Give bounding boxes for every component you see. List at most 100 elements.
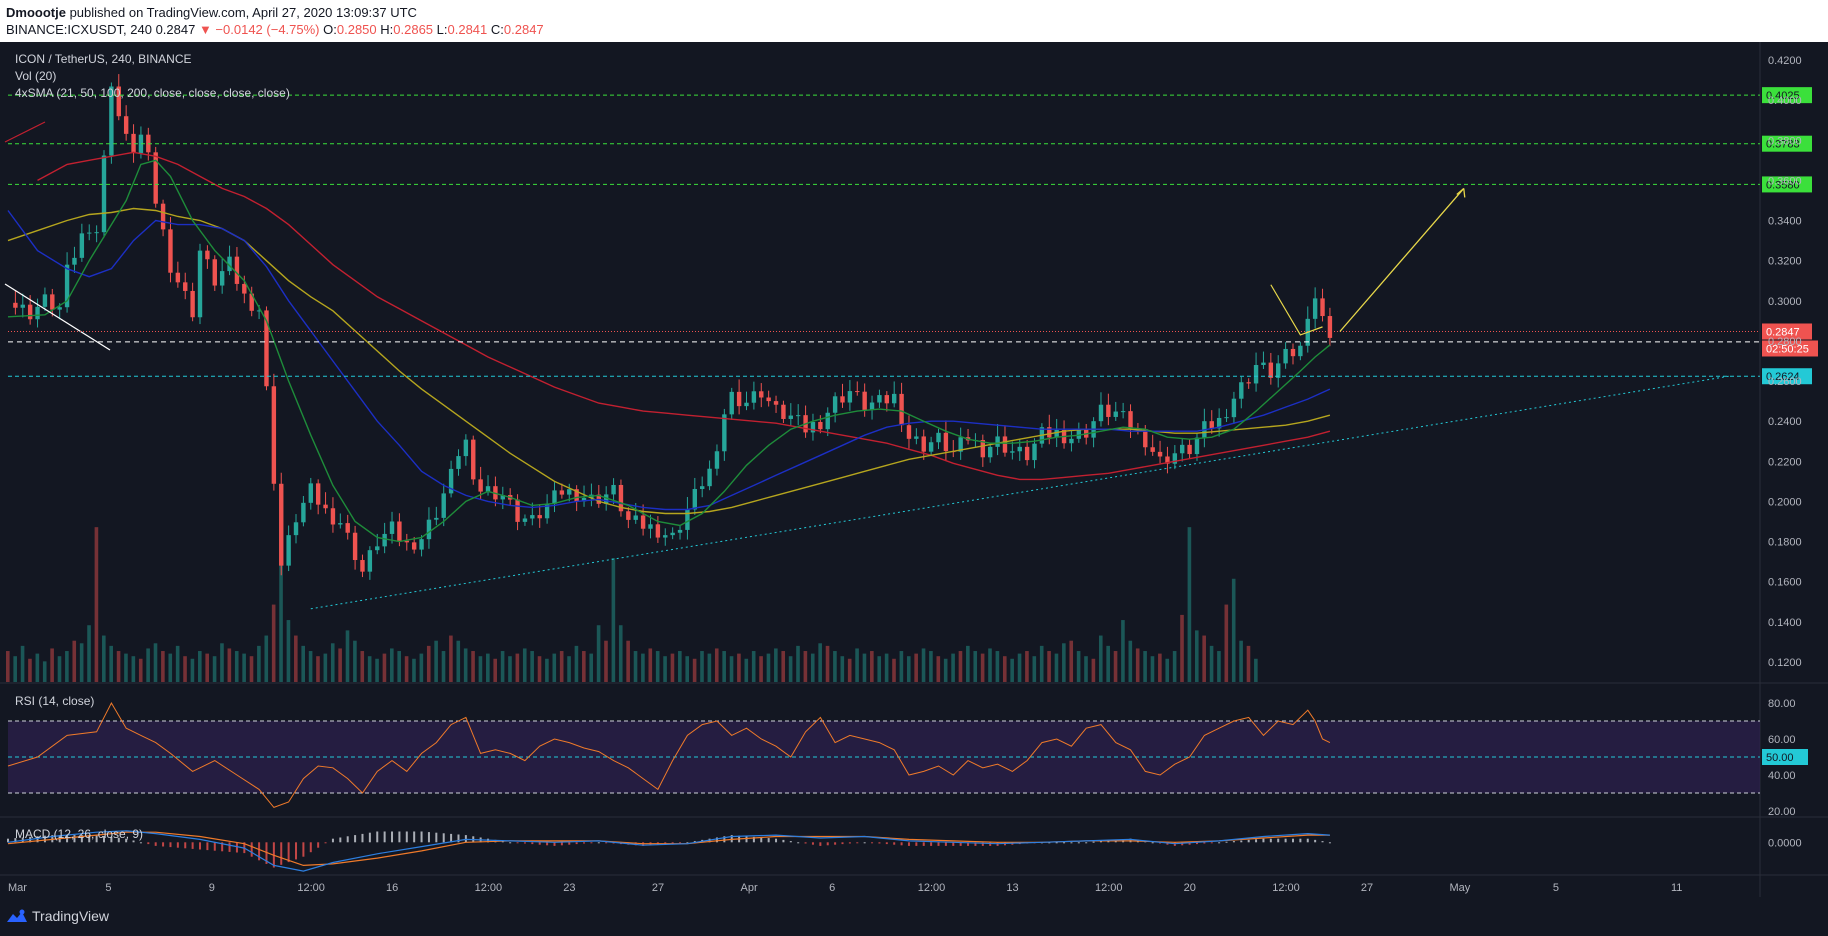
- legend-rsi[interactable]: RSI (14, close): [15, 694, 95, 708]
- publish-line: Dmoootje published on TradingView.com, A…: [6, 5, 417, 20]
- candle-body: [1128, 411, 1133, 429]
- volume-bar: [796, 645, 800, 682]
- open-value: 0.2850: [336, 22, 377, 37]
- candle-body: [160, 203, 166, 230]
- time-tick-label: 6: [829, 882, 835, 894]
- candle-body: [574, 489, 579, 502]
- macd-histogram-bar: [922, 842, 925, 846]
- candle-body: [1180, 444, 1185, 454]
- candle-body: [685, 509, 690, 530]
- symbol-label: BINANCE:ICXUSDT, 240: [6, 22, 152, 37]
- volume-bar: [1017, 653, 1022, 682]
- volume-bar: [567, 656, 571, 682]
- volume-bar: [670, 653, 675, 682]
- candle-body: [478, 479, 483, 492]
- candle-body: [670, 532, 675, 536]
- candle-body: [958, 437, 963, 452]
- macd-histogram-bar: [989, 842, 992, 846]
- candle-body: [515, 499, 520, 522]
- macd-histogram-bar: [368, 832, 371, 843]
- red-trend-segment: [4, 121, 46, 143]
- candle-body: [1194, 437, 1200, 455]
- high-value: 0.2865: [393, 22, 434, 37]
- macd-histogram-bar: [36, 836, 39, 843]
- macd-histogram-bar: [43, 835, 46, 843]
- macd-histogram-bar: [597, 842, 600, 844]
- macd-histogram-bar: [671, 842, 674, 844]
- candle-body: [1047, 427, 1052, 438]
- candle-body: [633, 515, 638, 520]
- volume-bar: [810, 653, 815, 682]
- legend-sma[interactable]: 4xSMA (21, 50, 100, 200, close, close, c…: [15, 86, 290, 100]
- candle-body: [847, 391, 853, 403]
- candle-body: [389, 521, 395, 534]
- legend-volume[interactable]: Vol (20): [15, 69, 57, 83]
- macd-histogram-bar: [915, 842, 918, 846]
- projection-arrow-head: [1456, 187, 1466, 198]
- candle-body: [980, 440, 986, 458]
- volume-bar: [1217, 651, 1221, 682]
- volume-bar: [737, 653, 741, 682]
- candle-body: [441, 493, 446, 518]
- time-tick-label: May: [1449, 882, 1470, 894]
- macd-histogram-bar: [103, 835, 106, 843]
- candle-body: [722, 414, 727, 452]
- volume-bar: [618, 625, 623, 682]
- candle-body: [1253, 364, 1259, 384]
- rsi-tick-label: 40.00: [1768, 770, 1796, 782]
- level-tag-0.4025: [1762, 87, 1812, 104]
- legend-pair[interactable]: ICON / TetherUS, 240, BINANCE: [15, 52, 192, 66]
- volume-bar: [131, 656, 136, 682]
- volume-bar: [966, 645, 970, 682]
- level-tag-text: 0.2624: [1766, 371, 1800, 383]
- volume-bar: [678, 651, 682, 682]
- time-tick-label: Mar: [8, 882, 27, 894]
- level-tag-0.3580: [1762, 176, 1812, 193]
- level-tag-text: 0.3580: [1766, 179, 1800, 191]
- volume-bar: [353, 640, 357, 682]
- candle-body: [648, 524, 653, 529]
- macd-histogram-bar: [221, 842, 224, 852]
- macd-histogram-bar: [767, 838, 770, 843]
- volume-bar: [1231, 578, 1236, 682]
- macd-histogram-bar: [967, 842, 970, 846]
- volume-bar: [1165, 658, 1170, 682]
- time-tick-label: 9: [209, 882, 215, 894]
- macd-histogram-bar: [679, 842, 682, 844]
- volume-bar: [751, 651, 756, 682]
- volume-bar: [840, 656, 845, 682]
- candle-body: [20, 304, 25, 308]
- volume-bar: [508, 656, 512, 682]
- macd-histogram-bar: [88, 835, 91, 843]
- volume-bar: [973, 651, 978, 682]
- time-tick-label: 13: [1006, 882, 1018, 894]
- candle-body: [603, 494, 609, 504]
- macd-histogram-bar: [250, 842, 253, 857]
- volume-bar: [899, 651, 904, 682]
- macd-histogram-bar: [509, 842, 512, 844]
- low-value: 0.2841: [447, 22, 488, 37]
- macd-histogram-bar: [560, 842, 563, 846]
- volume-bar: [685, 656, 690, 682]
- macd-histogram-bar: [1085, 842, 1088, 844]
- volume-bar: [242, 653, 246, 682]
- macd-histogram-bar: [959, 842, 962, 846]
- price-tick-label: 0.3000: [1768, 296, 1802, 308]
- volume-bar: [426, 645, 431, 682]
- macd-histogram-bar: [1225, 841, 1228, 843]
- volume-bar: [1047, 651, 1051, 682]
- macd-histogram-bar: [213, 842, 216, 851]
- brand-label[interactable]: TradingView: [32, 908, 110, 924]
- macd-histogram-bar: [51, 835, 54, 843]
- author-name[interactable]: Dmoootje: [6, 5, 66, 20]
- chart-canvas[interactable]: 0.40250.37830.35800.28470.262402:50:250.…: [0, 42, 1828, 897]
- rsi-tick-label: 60.00: [1768, 734, 1796, 746]
- volume-bar: [641, 653, 645, 682]
- price-tick-label: 0.2000: [1768, 496, 1802, 508]
- candle-body: [1024, 446, 1030, 461]
- volume-bar: [1113, 651, 1118, 682]
- legend-macd[interactable]: MACD (12, 26, close, 9): [15, 827, 144, 841]
- volume-bar: [574, 645, 579, 682]
- volume-bar: [936, 656, 941, 682]
- volume-bar: [1254, 658, 1258, 682]
